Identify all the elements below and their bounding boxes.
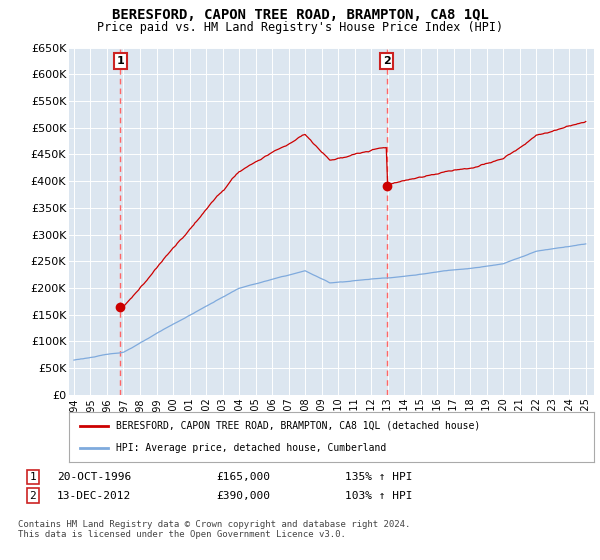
Text: BERESFORD, CAPON TREE ROAD, BRAMPTON, CA8 1QL: BERESFORD, CAPON TREE ROAD, BRAMPTON, CA… [112,8,488,22]
Text: £390,000: £390,000 [216,491,270,501]
Text: HPI: Average price, detached house, Cumberland: HPI: Average price, detached house, Cumb… [116,443,386,453]
Text: £165,000: £165,000 [216,472,270,482]
Text: 103% ↑ HPI: 103% ↑ HPI [345,491,413,501]
Text: 2: 2 [29,491,37,501]
Text: 20-OCT-1996: 20-OCT-1996 [57,472,131,482]
Text: Price paid vs. HM Land Registry's House Price Index (HPI): Price paid vs. HM Land Registry's House … [97,21,503,34]
Text: Contains HM Land Registry data © Crown copyright and database right 2024.
This d: Contains HM Land Registry data © Crown c… [18,520,410,539]
Text: 13-DEC-2012: 13-DEC-2012 [57,491,131,501]
Text: 1: 1 [116,56,124,66]
Text: 135% ↑ HPI: 135% ↑ HPI [345,472,413,482]
Text: 2: 2 [383,56,391,66]
Text: 1: 1 [29,472,37,482]
Text: BERESFORD, CAPON TREE ROAD, BRAMPTON, CA8 1QL (detached house): BERESFORD, CAPON TREE ROAD, BRAMPTON, CA… [116,421,481,431]
